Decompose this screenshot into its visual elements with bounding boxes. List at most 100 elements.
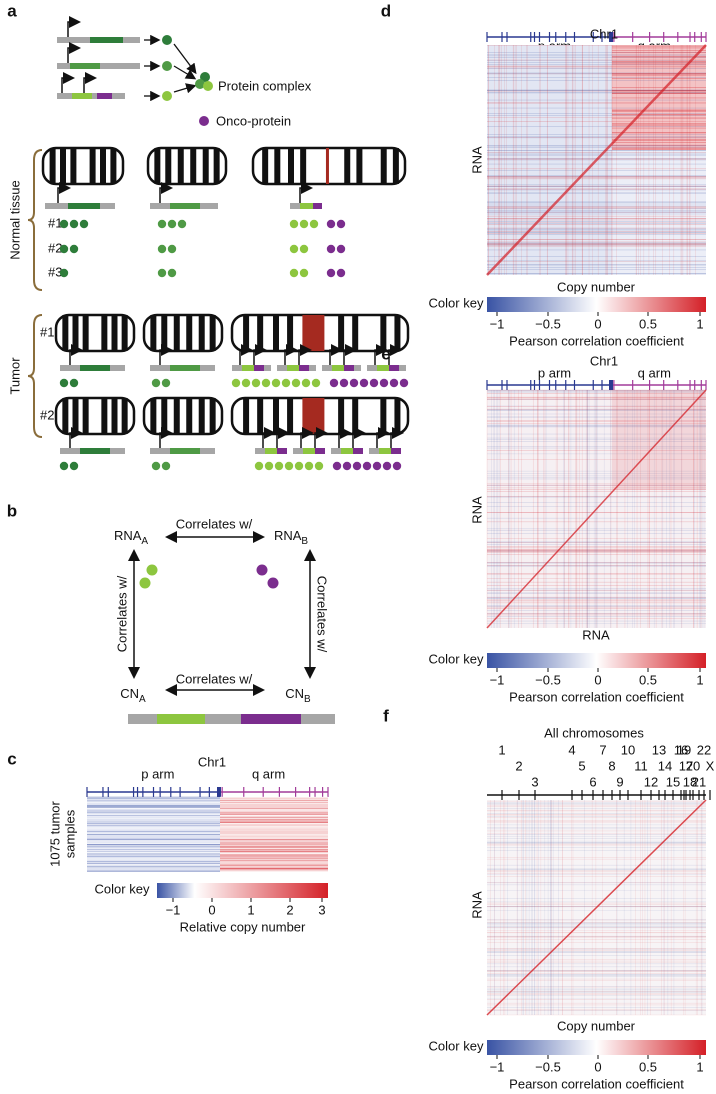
color-key-tick: −1: [490, 672, 505, 687]
amplified-band: [302, 398, 325, 434]
amplified-band: [325, 148, 329, 184]
gene-segment: [254, 365, 264, 371]
dot: [157, 244, 167, 254]
chromosome-band: [62, 398, 69, 434]
gene-segment: [353, 448, 363, 454]
gene-a: [157, 714, 205, 724]
axis-label: RNA: [469, 496, 484, 524]
dot: [362, 461, 372, 471]
dot: [392, 461, 402, 471]
dot: [289, 219, 299, 229]
chromosome-band: [101, 398, 108, 434]
dot: [291, 378, 301, 388]
color-key-tick: 2: [286, 902, 293, 917]
chromosome-band: [380, 148, 387, 184]
chromosome-band: [300, 148, 307, 184]
dot: [281, 378, 291, 388]
label-base: RNA: [114, 528, 142, 543]
promoter: [67, 42, 81, 63]
dot: [301, 378, 311, 388]
promoter: [352, 427, 366, 448]
dot: [167, 219, 177, 229]
amplified-band: [302, 315, 325, 351]
color-key-bar: [487, 653, 706, 668]
chromosome-label: Chr1: [590, 353, 618, 368]
gene-segment: [80, 365, 110, 371]
brace: [27, 149, 43, 291]
relation-label: Correlates w/: [176, 516, 253, 531]
promoter: [329, 344, 343, 365]
panel-label: a: [7, 1, 17, 20]
dot: [157, 268, 167, 278]
chromosome-band: [257, 398, 264, 434]
chromosome-band: [356, 148, 363, 184]
sample-label: #3: [48, 264, 62, 279]
chromosome-number: 11: [634, 758, 648, 773]
dot: [254, 461, 264, 471]
dot: [389, 378, 399, 388]
dot: [59, 461, 69, 471]
chromosome-number: 21: [692, 774, 706, 789]
arm-label: p arm: [141, 766, 174, 781]
color-key-title: Color key: [95, 881, 150, 896]
chromosome-band: [150, 398, 157, 434]
color-key-title: Color key: [429, 295, 484, 310]
chromosome-band: [173, 315, 180, 351]
chromosome-band: [60, 148, 66, 184]
promoter: [314, 427, 328, 448]
label-sub: A: [139, 694, 146, 705]
chromosome-band: [344, 148, 351, 184]
chromosome-band: [262, 148, 269, 184]
dot: [177, 219, 187, 229]
dot: [336, 219, 346, 229]
sample-label: #1: [40, 324, 54, 339]
chromosome-label: Chr1: [590, 26, 618, 41]
gene-segment: [265, 448, 277, 454]
chromosome-band: [49, 148, 56, 184]
promoter: [298, 344, 312, 365]
arm-label: q arm: [638, 365, 671, 380]
dot: [294, 461, 304, 471]
promoter: [390, 427, 404, 448]
chromosome-band: [352, 398, 359, 434]
dot: [161, 378, 171, 388]
gene-segment: [70, 63, 100, 69]
gene-segment: [332, 365, 344, 371]
centromere: [609, 380, 613, 390]
label-sub: B: [304, 694, 311, 705]
chromosome-band: [101, 315, 108, 351]
color-key-label: Pearson correlation coefficient: [509, 1076, 684, 1091]
genome-bar: [128, 714, 335, 724]
dot: [251, 378, 261, 388]
dot: [329, 378, 339, 388]
chromosome-number: 18: [683, 774, 697, 789]
label-base: RNA: [274, 528, 302, 543]
color-key-tick: 0: [594, 1059, 601, 1074]
chromosome-band: [338, 398, 345, 434]
color-key-bar: [487, 1040, 706, 1055]
chromosome-band: [338, 315, 345, 351]
color-key-tick: −0.5: [535, 316, 561, 331]
chromosome-number: 8: [608, 758, 615, 773]
gene-segment: [313, 203, 322, 209]
gene-segment: [170, 448, 200, 454]
dot: [299, 244, 309, 254]
color-key-tick: −1: [166, 902, 181, 917]
color-key-tick: 3: [318, 902, 325, 917]
promoter: [343, 344, 357, 365]
chromosome-band: [274, 148, 281, 184]
arm-label: p arm: [538, 365, 571, 380]
chromosome-band: [100, 148, 106, 184]
chromosome-band: [186, 398, 193, 434]
chromosome-band: [243, 315, 250, 351]
gene-segment: [299, 365, 309, 371]
chromosome-band: [111, 398, 118, 434]
dot: [326, 244, 336, 254]
dot: [79, 219, 89, 229]
chromosome-band: [257, 315, 264, 351]
chromosome-band: [177, 148, 184, 184]
line: [486, 799, 707, 1016]
chromosome-number: 22: [697, 742, 711, 757]
dot: [349, 378, 359, 388]
